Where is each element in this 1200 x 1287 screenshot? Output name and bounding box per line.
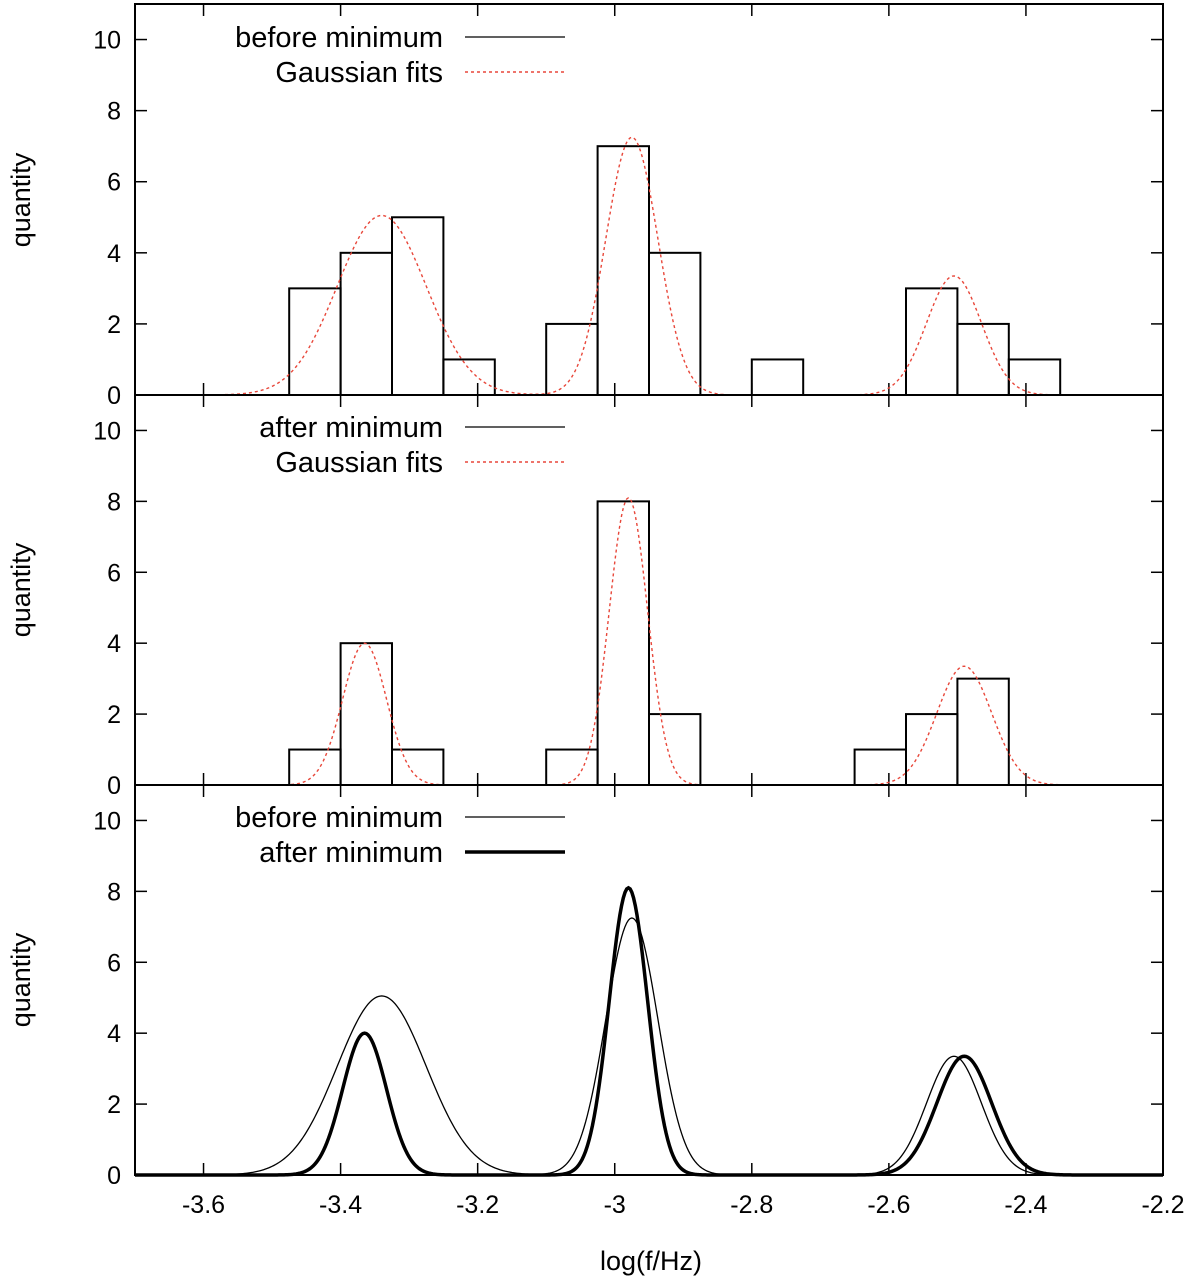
- panel-bottom: 0 2 4 6 8 10 -3.6 -3.4 -3.2 -3 -2.8 -2.6 -2.4 -2.2 qua…: [6, 784, 1185, 1219]
- y-tick-label: 2: [107, 701, 121, 729]
- y-tick-label: 6: [107, 949, 121, 977]
- x-tick-label: -2.8: [730, 1191, 773, 1219]
- y-tick-label: 8: [107, 878, 121, 906]
- x-tick-label: -3.6: [182, 1191, 225, 1219]
- x-tick-label: -3: [604, 1191, 626, 1219]
- series-line: [135, 917, 1163, 1176]
- y-tick-label: 4: [107, 1020, 121, 1048]
- x-tick-label: -2.2: [1141, 1191, 1184, 1219]
- y-tick-label: 2: [107, 311, 121, 339]
- y-tick-label: 10: [93, 417, 121, 445]
- y-tick-label: 0: [107, 772, 121, 800]
- y-tick-label: 8: [107, 98, 121, 126]
- y-tick-label: 10: [93, 27, 121, 55]
- plot-frame: [134, 784, 1164, 1176]
- y-axis-title: quantity: [6, 542, 36, 637]
- legend-label: before minimum: [235, 22, 443, 54]
- y-tick-label: 6: [107, 169, 121, 197]
- y-tick-label: 10: [93, 807, 121, 835]
- legend-label: after minimum: [259, 412, 443, 444]
- x-axis-title: log(f/Hz): [600, 1246, 702, 1276]
- y-tick-label: 4: [107, 630, 121, 658]
- y-tick-label: 6: [107, 559, 121, 587]
- x-tick-label: -2.4: [1004, 1191, 1047, 1219]
- series-line: [135, 136, 1163, 396]
- y-tick-label: 0: [107, 1162, 121, 1190]
- y-tick-label: 2: [107, 1091, 121, 1119]
- y-tick-label: 0: [107, 382, 121, 410]
- x-tick-label: -3.2: [456, 1191, 499, 1219]
- y-axis-title: quantity: [6, 932, 36, 1027]
- series-line: [135, 885, 1163, 1177]
- legend-label: Gaussian fits: [275, 57, 443, 89]
- legend-label: Gaussian fits: [275, 447, 443, 479]
- x-tick-label: -3.4: [319, 1191, 362, 1219]
- legend-label: before minimum: [235, 802, 443, 834]
- y-tick-label: 8: [107, 488, 121, 516]
- y-tick-label: 4: [107, 240, 121, 268]
- legend-label: after minimum: [259, 837, 443, 869]
- y-axis-title: quantity: [6, 152, 36, 247]
- x-tick-label: -2.6: [867, 1191, 910, 1219]
